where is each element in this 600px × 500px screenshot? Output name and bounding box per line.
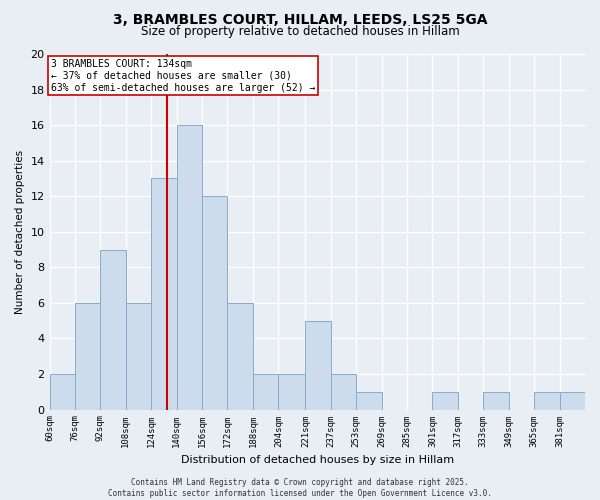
Bar: [356, 392, 382, 409]
Bar: [50, 374, 75, 410]
Text: Size of property relative to detached houses in Hillam: Size of property relative to detached ho…: [140, 25, 460, 38]
Bar: [176, 125, 202, 410]
Text: Contains HM Land Registry data © Crown copyright and database right 2025.
Contai: Contains HM Land Registry data © Crown c…: [108, 478, 492, 498]
Bar: [227, 303, 253, 410]
Bar: [126, 303, 151, 410]
Bar: [484, 392, 509, 409]
Bar: [305, 320, 331, 410]
Bar: [253, 374, 278, 410]
Bar: [100, 250, 126, 410]
Bar: [331, 374, 356, 410]
Text: 3 BRAMBLES COURT: 134sqm
← 37% of detached houses are smaller (30)
63% of semi-d: 3 BRAMBLES COURT: 134sqm ← 37% of detach…: [51, 60, 316, 92]
Bar: [202, 196, 227, 410]
Bar: [534, 392, 560, 409]
Bar: [560, 392, 585, 409]
Bar: [433, 392, 458, 409]
X-axis label: Distribution of detached houses by size in Hillam: Distribution of detached houses by size …: [181, 455, 454, 465]
Y-axis label: Number of detached properties: Number of detached properties: [15, 150, 25, 314]
Text: 3, BRAMBLES COURT, HILLAM, LEEDS, LS25 5GA: 3, BRAMBLES COURT, HILLAM, LEEDS, LS25 5…: [113, 12, 487, 26]
Bar: [278, 374, 305, 410]
Bar: [151, 178, 176, 410]
Bar: [75, 303, 100, 410]
